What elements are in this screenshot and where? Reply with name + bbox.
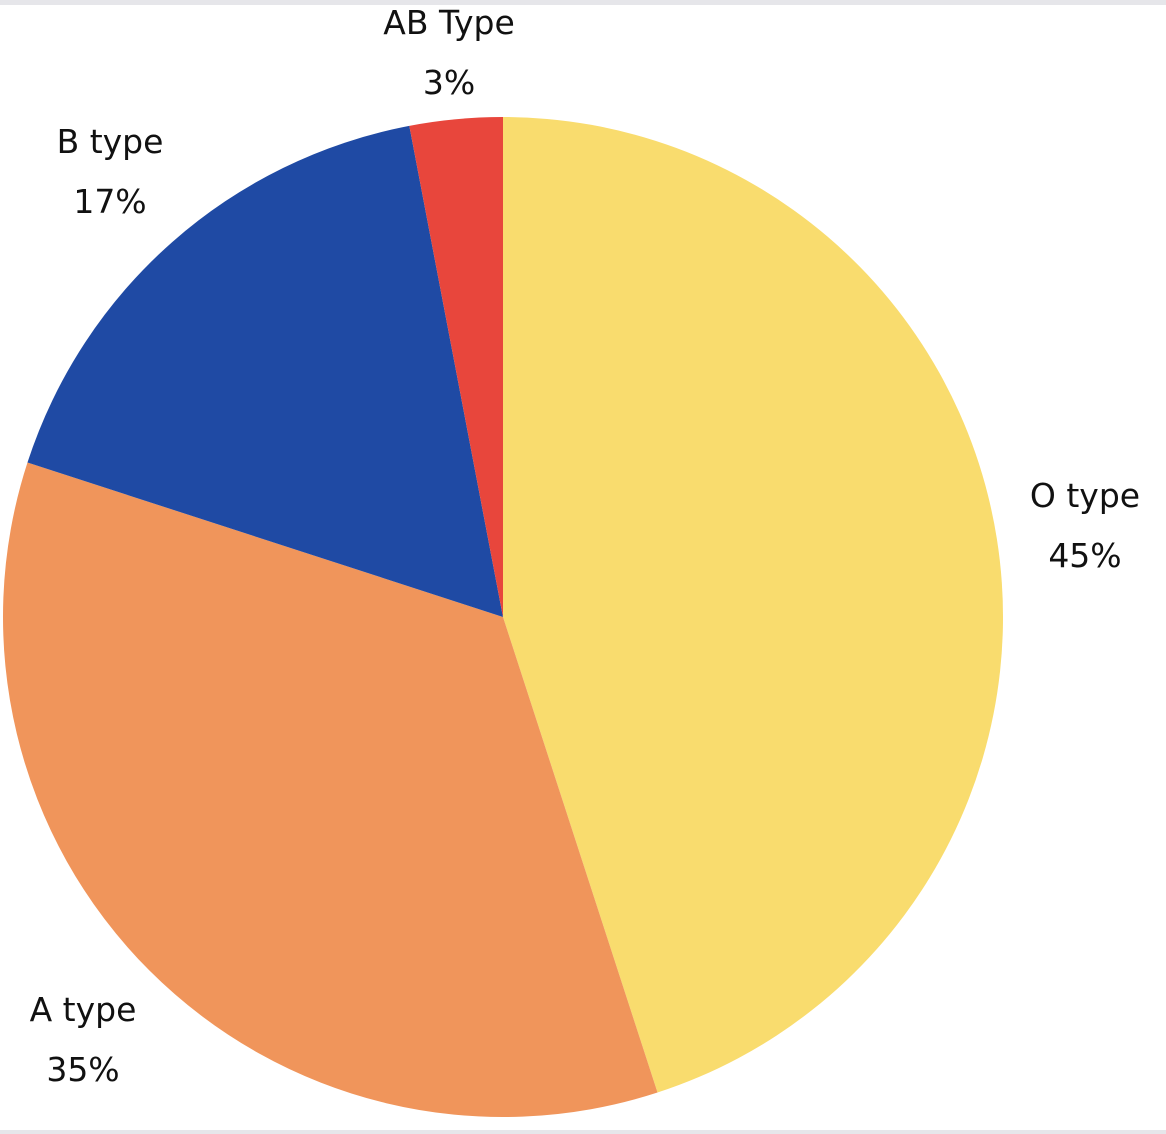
slice-label-a-type: A type 35% (30, 980, 137, 1100)
slice-percent: 17% (73, 182, 147, 221)
slice-name: B type (56, 122, 164, 161)
top-border (0, 0, 1166, 5)
slice-name: O type (1029, 476, 1141, 515)
slice-name: AB Type (383, 3, 515, 42)
pie-slice-ab-type (409, 117, 503, 617)
pie-slice-a-type (2, 462, 658, 1118)
pie-slice-o-type (503, 117, 1004, 1093)
slice-label-ab-type: AB Type 3% (383, 0, 515, 113)
slice-percent: 45% (1048, 536, 1122, 575)
pie-slice-b-type (27, 125, 503, 618)
slice-percent: 3% (422, 63, 476, 102)
slice-name: A type (29, 990, 137, 1029)
bottom-border (0, 1130, 1166, 1134)
slice-label-o-type: O type 45% (1030, 466, 1140, 586)
slice-label-b-type: B type 17% (57, 112, 164, 232)
slice-percent: 35% (46, 1050, 120, 1089)
